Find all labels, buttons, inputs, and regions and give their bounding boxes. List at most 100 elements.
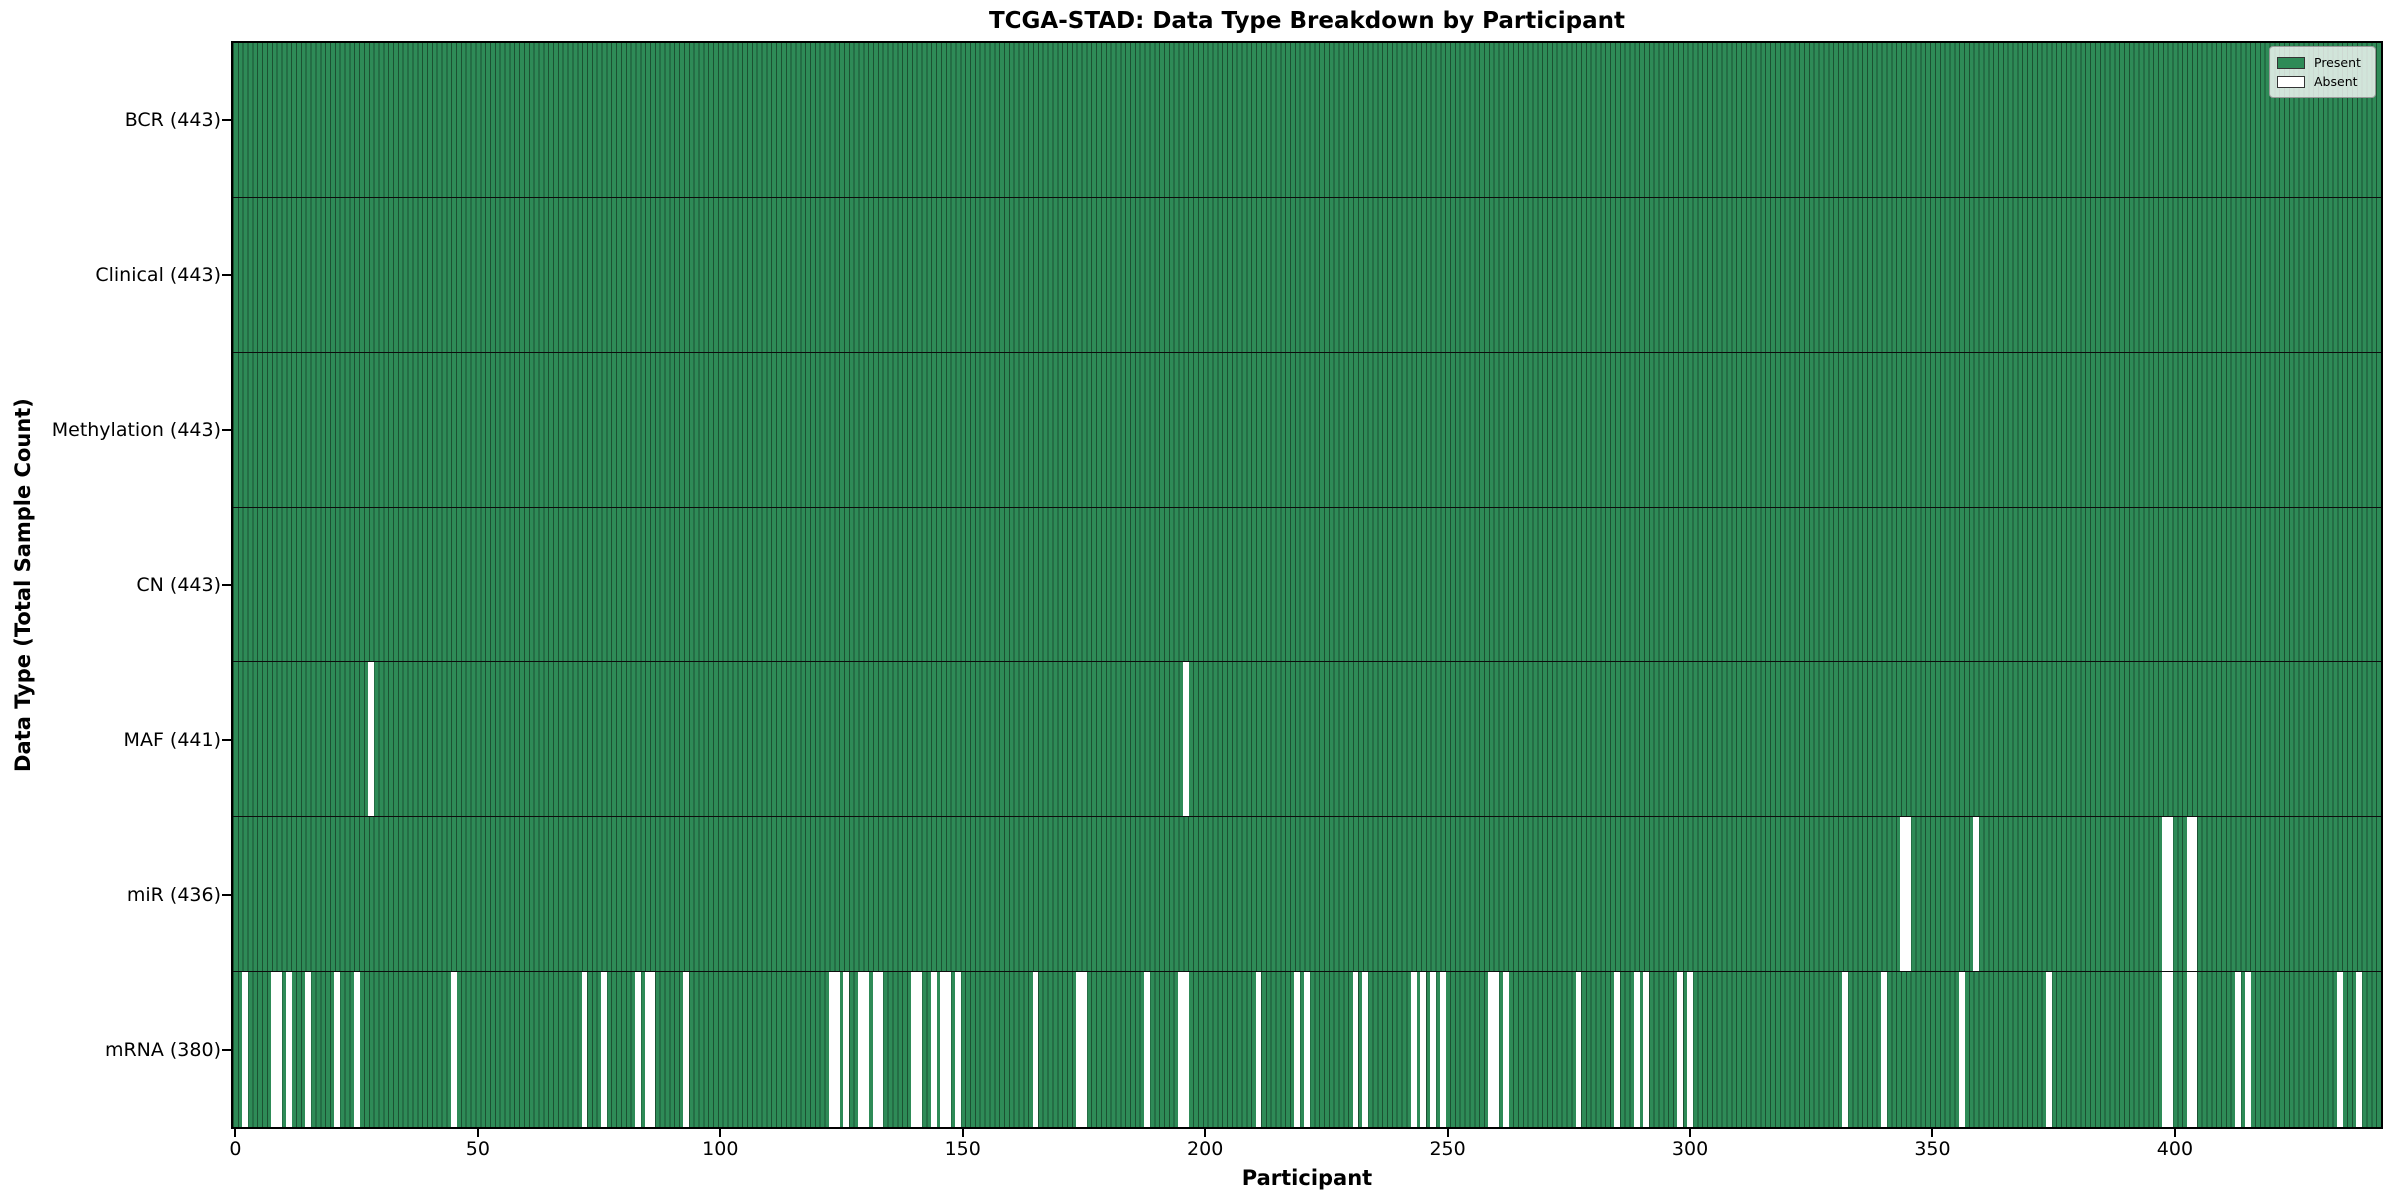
xtick-label-300: 300 — [1671, 1138, 1709, 1160]
absent-mark-mRNA-45 — [450, 972, 457, 1127]
absent-mark-mRNA-221 — [1304, 972, 1310, 1127]
x-axis-label: Participant — [1241, 1166, 1373, 1190]
absent-mark-mRNA-146 — [940, 972, 947, 1127]
absent-mark-mRNA-188 — [1144, 972, 1150, 1127]
absent-mark-mRNA-260 — [1493, 972, 1500, 1127]
absent-mark-mRNA-285 — [1614, 972, 1621, 1127]
absent-mark-miR-344 — [1900, 817, 1907, 972]
absent-mark-mRNA-233 — [1362, 972, 1369, 1127]
absent-mark-mRNA-243 — [1410, 972, 1417, 1127]
absent-mark-miR-398 — [2162, 817, 2169, 972]
absent-mark-mRNA-144 — [930, 972, 937, 1127]
absent-mark-mRNA-262 — [1502, 972, 1509, 1127]
ytick-mark-Methylation — [222, 429, 231, 432]
row-miR — [233, 817, 2381, 973]
absent-mark-mRNA-15 — [305, 972, 312, 1127]
absent-mark-mRNA-374 — [2045, 972, 2052, 1127]
legend: Present Absent — [2269, 46, 2376, 98]
absent-mark-mRNA-300 — [1687, 972, 1693, 1127]
ytick-label-Methylation: Methylation (443) — [51, 419, 221, 442]
legend-absent-label: Absent — [2314, 73, 2358, 89]
xtick-label-0: 0 — [229, 1138, 242, 1160]
ytick-label-BCR: BCR (443) — [124, 109, 221, 132]
absent-mark-mRNA-123 — [828, 972, 835, 1127]
xtick-mark-250 — [1446, 1128, 1449, 1137]
absent-mark-MAF-196 — [1182, 662, 1189, 817]
absent-mark-mRNA-434 — [2336, 972, 2343, 1127]
absent-mark-mRNA-332 — [1842, 972, 1849, 1127]
absent-mark-mRNA-9 — [276, 972, 282, 1127]
absent-mark-miR-345 — [1905, 817, 1912, 972]
absent-mark-mRNA-195 — [1178, 972, 1184, 1127]
absent-mark-mRNA-277 — [1575, 972, 1582, 1127]
absent-mark-mRNA-8 — [271, 972, 278, 1127]
absent-mark-mRNA-174 — [1076, 972, 1083, 1127]
absent-mark-mRNA-147 — [945, 972, 952, 1127]
plot-area — [231, 41, 2383, 1129]
absent-mark-miR-404 — [2191, 817, 2198, 972]
legend-present-label: Present — [2314, 54, 2361, 70]
absent-mark-mRNA-76 — [601, 972, 607, 1127]
legend-entry-absent: Absent — [2277, 72, 2368, 91]
absent-mark-mRNA-11 — [285, 972, 292, 1127]
absent-mark-mRNA-130 — [862, 972, 869, 1127]
absent-mark-mRNA-403 — [2186, 972, 2193, 1127]
ytick-mark-CN — [222, 584, 231, 586]
absent-mark-mRNA-219 — [1294, 972, 1301, 1127]
absent-mark-mRNA-2 — [242, 972, 249, 1127]
xtick-mark-300 — [1689, 1128, 1692, 1137]
xtick-mark-0 — [234, 1128, 237, 1137]
absent-mark-miR-359 — [1973, 817, 1980, 972]
absent-mark-mRNA-340 — [1881, 972, 1887, 1127]
absent-mark-mRNA-211 — [1255, 972, 1262, 1127]
absent-mark-mRNA-86 — [649, 972, 656, 1127]
absent-mark-mRNA-133 — [877, 972, 884, 1127]
absent-mark-mRNA-124 — [833, 972, 840, 1127]
xtick-label-400: 400 — [2156, 1138, 2194, 1160]
ytick-mark-mRNA — [222, 1048, 231, 1051]
absent-mark-miR-399 — [2167, 817, 2173, 972]
legend-entry-present: Present — [2277, 53, 2368, 72]
xtick-label-350: 350 — [1914, 1138, 1951, 1160]
absent-mark-mRNA-289 — [1633, 972, 1640, 1127]
absent-mark-mRNA-356 — [1958, 972, 1965, 1127]
absent-mark-mRNA-126 — [843, 972, 850, 1127]
xtick-mark-200 — [1204, 1128, 1207, 1137]
absent-mark-mRNA-298 — [1677, 972, 1684, 1127]
xtick-label-50: 50 — [465, 1138, 490, 1160]
row-Methylation — [233, 352, 2381, 508]
chart-title: TCGA-STAD: Data Type Breakdown by Partic… — [988, 8, 1625, 34]
ytick-label-CN: CN (443) — [136, 574, 221, 596]
ytick-label-Clinical: Clinical (443) — [95, 264, 221, 287]
ytick-mark-MAF — [222, 738, 231, 741]
absent-mark-mRNA-132 — [872, 972, 879, 1127]
absent-mark-mRNA-140 — [911, 972, 918, 1127]
xtick-mark-350 — [1931, 1128, 1934, 1137]
row-mRNA — [233, 972, 2381, 1127]
absent-mark-mRNA-149 — [954, 972, 961, 1127]
absent-mark-mRNA-196 — [1182, 972, 1189, 1127]
absent-mark-mRNA-247 — [1430, 972, 1436, 1127]
absent-mark-mRNA-245 — [1420, 972, 1427, 1127]
row-Clinical — [233, 197, 2381, 353]
absent-mark-mRNA-165 — [1032, 972, 1039, 1127]
absent-mark-miR-403 — [2186, 817, 2193, 972]
xtick-mark-100 — [719, 1128, 722, 1137]
absent-mark-mRNA-399 — [2167, 972, 2173, 1127]
legend-present-swatch — [2277, 56, 2305, 69]
xtick-mark-50 — [476, 1128, 479, 1137]
xtick-label-250: 250 — [1429, 1138, 1466, 1160]
absent-mark-mRNA-249 — [1439, 972, 1446, 1127]
absent-mark-mRNA-72 — [581, 972, 588, 1127]
absent-mark-mRNA-85 — [644, 972, 651, 1127]
xtick-mark-150 — [961, 1128, 964, 1137]
ytick-mark-miR — [222, 893, 231, 896]
ytick-label-miR: miR (436) — [126, 883, 221, 906]
absent-mark-mRNA-413 — [2235, 972, 2241, 1127]
absent-mark-mRNA-415 — [2244, 972, 2251, 1127]
ytick-label-MAF: MAF (441) — [123, 728, 221, 751]
absent-mark-mRNA-291 — [1643, 972, 1650, 1127]
absent-mark-MAF-28 — [368, 662, 375, 817]
xtick-mark-400 — [2173, 1128, 2176, 1137]
